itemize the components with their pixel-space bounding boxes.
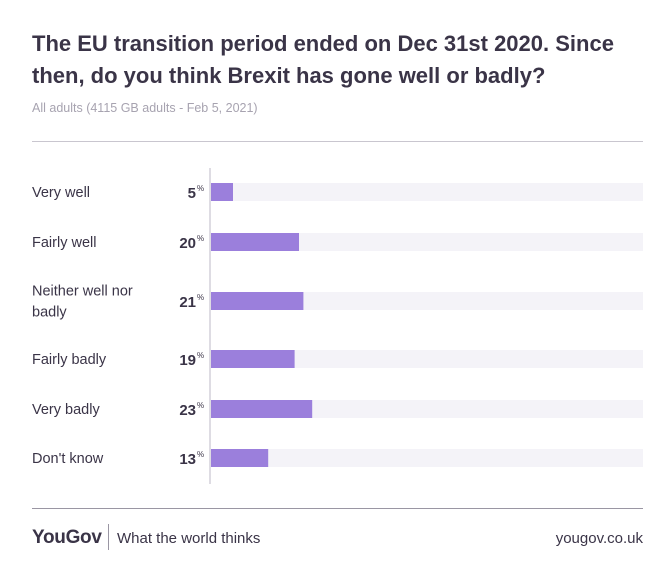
- footer-separator: [108, 524, 109, 550]
- value-unit: %: [197, 450, 204, 459]
- value-label: 19: [179, 352, 196, 369]
- bar-track: [211, 233, 643, 251]
- value-unit: %: [197, 184, 204, 193]
- category-label: Very badly: [32, 402, 100, 418]
- value-unit: %: [197, 351, 204, 360]
- value-unit: %: [197, 401, 204, 410]
- value-unit: %: [197, 234, 204, 243]
- bottom-divider: [32, 508, 643, 509]
- yougov-logo[interactable]: YouGov: [32, 527, 102, 548]
- bar-track: [211, 183, 643, 201]
- bar: [211, 350, 295, 368]
- bar-track: [211, 400, 643, 418]
- value-unit: %: [197, 293, 204, 302]
- top-divider: [32, 141, 643, 142]
- category-label: badly: [32, 305, 67, 321]
- category-label: Fairly badly: [32, 352, 107, 368]
- category-label: Fairly well: [32, 235, 96, 251]
- value-label: 23: [179, 402, 196, 419]
- value-label: 20: [179, 235, 196, 252]
- bar: [211, 292, 304, 310]
- category-label: Don't know: [32, 451, 104, 467]
- chart-title: The EU transition period ended on Dec 31…: [32, 31, 614, 88]
- bar-track: [211, 449, 643, 467]
- bar: [211, 233, 299, 251]
- bar-track: [211, 350, 643, 368]
- category-label: Neither well nor: [32, 284, 133, 300]
- footer-tagline: What the world thinks: [117, 530, 261, 547]
- footer-url-link[interactable]: yougov.co.uk: [555, 530, 643, 547]
- bar-track: [211, 292, 643, 310]
- chart-subtitle: All adults (4115 GB adults - Feb 5, 2021…: [32, 101, 258, 115]
- bar: [211, 183, 233, 201]
- bar: [211, 400, 313, 418]
- value-label: 13: [179, 451, 196, 468]
- value-label: 21: [179, 294, 196, 311]
- category-label: Very well: [32, 185, 90, 201]
- bar: [211, 449, 269, 467]
- value-label: 5: [188, 185, 196, 202]
